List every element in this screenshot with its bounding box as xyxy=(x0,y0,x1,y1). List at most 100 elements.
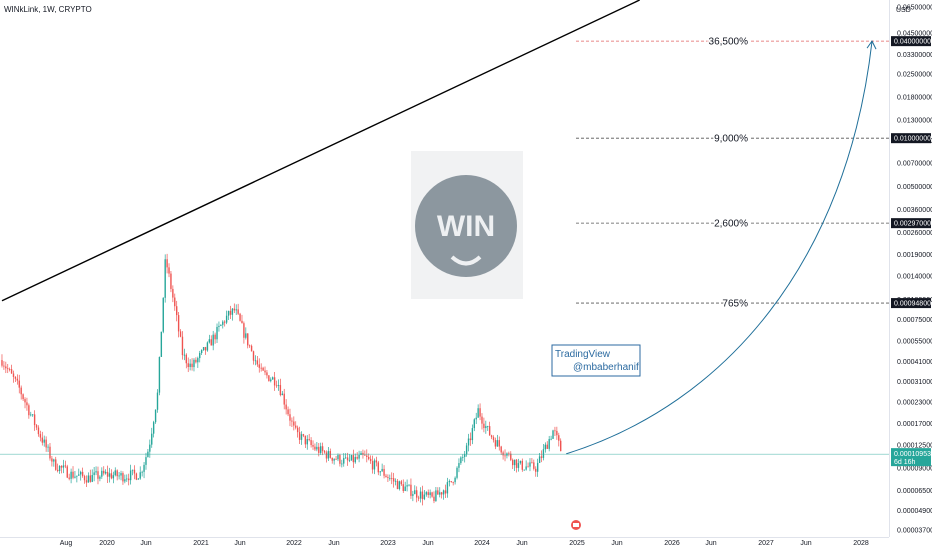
candle-body xyxy=(252,351,255,361)
candle-body xyxy=(479,408,481,417)
candle-body xyxy=(521,460,524,470)
candle-body xyxy=(371,461,374,470)
candle-body xyxy=(406,485,408,487)
candle-body xyxy=(554,430,556,432)
candle-body xyxy=(325,452,328,459)
candle-body xyxy=(475,417,477,420)
candle-body xyxy=(128,478,130,481)
candle-body xyxy=(285,404,287,410)
candle-body xyxy=(510,453,512,460)
candle-body xyxy=(177,315,180,332)
candle-body xyxy=(552,430,554,439)
candle-body xyxy=(187,363,189,368)
candle-body xyxy=(70,471,72,479)
candle-body xyxy=(45,439,47,448)
candle-body xyxy=(427,492,429,495)
candle-body xyxy=(456,467,458,478)
candle-body xyxy=(152,422,155,434)
candle-body xyxy=(229,310,232,315)
candle-body xyxy=(268,375,270,382)
candle-body xyxy=(392,478,395,482)
candle-body xyxy=(398,481,401,490)
current-price-badge xyxy=(891,448,931,467)
time-tick: Jun xyxy=(705,540,716,547)
price-tick: 0.00009000 xyxy=(897,465,932,472)
target-price-badge-text: 0.00297000 xyxy=(894,221,931,228)
target-label-9000: 9,000% xyxy=(714,134,748,145)
candle-body xyxy=(560,440,562,452)
candle-body xyxy=(72,471,74,478)
candle-body xyxy=(258,364,260,368)
candle-body xyxy=(488,426,491,436)
logo-text: WIN xyxy=(437,210,495,243)
price-tick: 0.00360000 xyxy=(897,207,932,214)
candle-body xyxy=(298,432,301,440)
candle-body xyxy=(14,376,17,379)
candle-body xyxy=(377,462,380,473)
target-price-badge xyxy=(891,36,931,47)
candle-body xyxy=(556,430,558,436)
candle-body xyxy=(515,459,518,468)
candle-body xyxy=(308,439,310,441)
price-tick: 0.04500000 xyxy=(897,30,932,37)
candle-body xyxy=(354,457,356,463)
candle-body xyxy=(465,445,468,455)
candle-body xyxy=(339,455,341,464)
candle-body xyxy=(540,456,543,458)
candle-body xyxy=(458,463,460,468)
candle-body xyxy=(435,490,437,502)
candle-body xyxy=(272,377,274,380)
candle-body xyxy=(318,446,320,453)
candle-body xyxy=(224,321,226,323)
candle-body xyxy=(41,437,44,443)
candle-body xyxy=(139,472,141,479)
candle-body xyxy=(199,353,201,359)
candle-body xyxy=(16,378,19,381)
target-price-badge xyxy=(891,218,931,229)
candle-body xyxy=(168,267,170,274)
target-label-2600: 2,600% xyxy=(714,219,748,230)
price-tick: 0.00003700 xyxy=(897,528,932,535)
candle-body xyxy=(60,465,63,468)
candle-body xyxy=(321,446,324,452)
candle-body xyxy=(293,421,295,426)
news-flag-icon[interactable] xyxy=(571,520,581,530)
candle-body xyxy=(387,477,389,479)
target-price-badge-text: 0.04000000 xyxy=(894,39,931,46)
candle-body xyxy=(10,369,13,374)
candle-body xyxy=(166,259,168,268)
candle-body xyxy=(248,345,251,347)
candle-body xyxy=(373,460,376,470)
candle-body xyxy=(536,463,539,472)
candle-body xyxy=(416,490,418,498)
time-tick: Jun xyxy=(140,540,151,547)
candle-body xyxy=(412,494,414,496)
candle-body xyxy=(204,347,207,351)
price-tick: 0.00006500 xyxy=(897,488,932,495)
candle-body xyxy=(20,387,22,395)
time-axis[interactable]: Aug 2020 Jun 2021 Jun 2022 Jun 2023 Jun 2024 Jun 20… xyxy=(60,540,869,547)
candle-body xyxy=(368,456,370,459)
price-tick: 0.00041000 xyxy=(897,359,932,366)
target-price-badge xyxy=(891,133,931,144)
candle-body xyxy=(281,393,284,396)
price-tick: 0.00500000 xyxy=(897,184,932,191)
candle-body xyxy=(391,478,393,479)
candle-body xyxy=(414,490,416,495)
candle-body xyxy=(176,306,178,316)
candle-body xyxy=(341,463,343,465)
candle-body xyxy=(352,455,355,463)
candle-body xyxy=(200,349,203,354)
candle-body xyxy=(247,333,249,346)
candle-body xyxy=(550,438,552,440)
candle-body xyxy=(425,492,428,495)
candle-body xyxy=(291,420,293,422)
candle-body xyxy=(103,470,105,474)
candle-body xyxy=(320,446,322,453)
candle-body xyxy=(389,478,391,479)
candle-body xyxy=(172,288,174,298)
candle-body xyxy=(512,459,514,466)
drawing-overlays xyxy=(0,0,889,455)
candle-body xyxy=(504,455,506,457)
